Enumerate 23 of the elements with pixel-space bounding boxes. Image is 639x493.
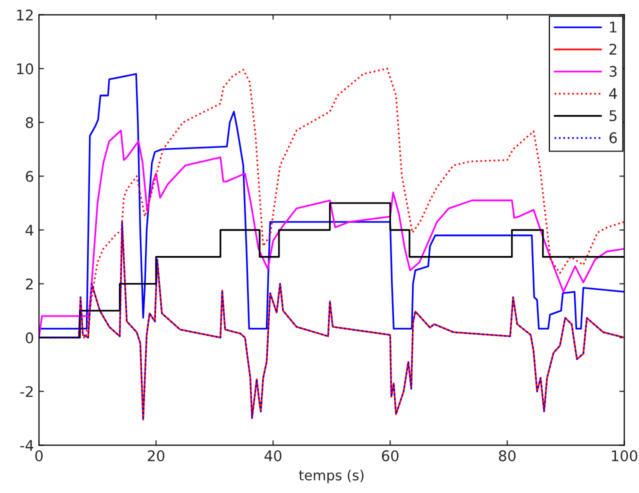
legend-label: 1: [610, 22, 616, 32]
x-tick-label: 20: [148, 450, 164, 462]
legend-label: 5: [610, 110, 616, 122]
y-tick-label: 4: [26, 224, 34, 236]
y-tick-label: 2: [26, 278, 33, 290]
legend-label: 3: [610, 66, 617, 77]
legend-label: 4: [609, 88, 617, 99]
y-tick-label: 10: [17, 63, 34, 74]
x-tick-label: 40: [264, 450, 282, 462]
y-tick-label: 6: [26, 170, 34, 182]
x-tick-label: 100: [612, 450, 638, 462]
legend-label: 6: [609, 132, 617, 144]
y-tick-label: 12: [17, 10, 33, 20]
x-axis-title: temps (s): [298, 470, 364, 484]
line-series: [38, 130, 624, 338]
y-tick-label: 8: [26, 117, 34, 128]
y-tick-label: -2: [20, 386, 33, 397]
x-tick-label: 80: [498, 450, 516, 462]
y-tick-label: 0: [26, 332, 34, 344]
y-tick-label: -4: [20, 440, 34, 451]
legend-label: 2: [610, 44, 616, 55]
x-tick-label: 0: [35, 450, 43, 462]
x-tick-label: 60: [382, 450, 398, 462]
